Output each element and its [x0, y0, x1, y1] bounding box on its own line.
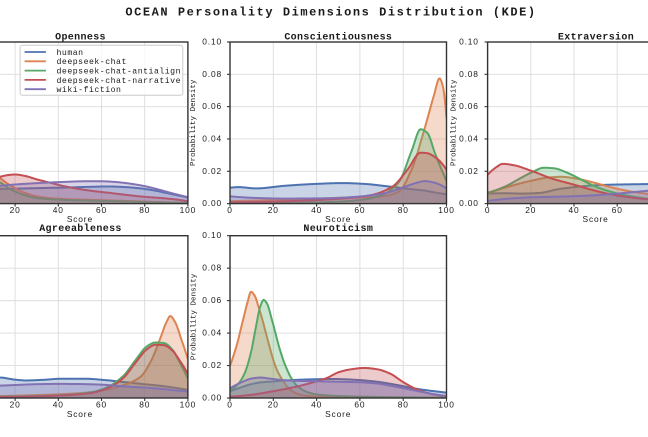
svg-text:0: 0 — [227, 400, 233, 410]
svg-text:0.10: 0.10 — [202, 230, 222, 240]
svg-text:20: 20 — [10, 205, 21, 215]
svg-text:0.06: 0.06 — [459, 101, 479, 111]
svg-text:0: 0 — [485, 205, 491, 215]
svg-text:0.08: 0.08 — [202, 69, 222, 79]
svg-text:60: 60 — [96, 205, 107, 215]
svg-text:Agreeableness: Agreeableness — [39, 223, 122, 235]
svg-text:80: 80 — [398, 400, 409, 410]
svg-text:40: 40 — [568, 205, 579, 215]
svg-text:Probability Density: Probability Density — [191, 273, 199, 360]
svg-text:deepseek-chat: deepseek-chat — [57, 57, 127, 67]
svg-text:0.04: 0.04 — [459, 133, 479, 143]
svg-text:0.02: 0.02 — [202, 166, 222, 176]
svg-text:Probability Density: Probability Density — [451, 79, 459, 166]
svg-text:Score: Score — [325, 214, 351, 224]
svg-text:40: 40 — [53, 400, 64, 410]
svg-text:Score: Score — [67, 409, 93, 419]
svg-text:Score: Score — [67, 214, 93, 224]
svg-text:0.10: 0.10 — [459, 37, 479, 47]
svg-text:0.06: 0.06 — [202, 101, 222, 111]
svg-text:Neuroticism: Neuroticism — [303, 223, 373, 235]
svg-text:deepseek-chat-antialign: deepseek-chat-antialign — [57, 67, 182, 77]
svg-text:60: 60 — [354, 205, 365, 215]
svg-text:60: 60 — [612, 205, 623, 215]
svg-text:40: 40 — [311, 205, 322, 215]
svg-text:40: 40 — [311, 400, 322, 410]
svg-text:wiki-fiction: wiki-fiction — [57, 85, 122, 95]
svg-text:0.00: 0.00 — [459, 198, 479, 208]
svg-text:100: 100 — [438, 400, 455, 410]
svg-text:0.00: 0.00 — [202, 198, 222, 208]
svg-text:0.08: 0.08 — [459, 69, 479, 79]
svg-text:0.04: 0.04 — [202, 133, 222, 143]
svg-text:Score: Score — [583, 214, 609, 224]
svg-text:60: 60 — [96, 400, 107, 410]
svg-text:0.02: 0.02 — [459, 166, 479, 176]
svg-text:0.10: 0.10 — [202, 37, 222, 47]
svg-text:0.02: 0.02 — [202, 360, 222, 370]
svg-text:OCEAN Personality Dimensions D: OCEAN Personality Dimensions Distributio… — [125, 5, 536, 19]
svg-text:0.08: 0.08 — [202, 263, 222, 273]
svg-text:Conscientiousness: Conscientiousness — [284, 31, 392, 43]
svg-text:60: 60 — [354, 400, 365, 410]
svg-text:Extraversion: Extraversion — [558, 31, 634, 43]
svg-text:80: 80 — [139, 205, 150, 215]
svg-text:40: 40 — [53, 205, 64, 215]
svg-text:80: 80 — [398, 205, 409, 215]
svg-text:Score: Score — [325, 409, 351, 419]
svg-text:0.04: 0.04 — [202, 328, 222, 338]
svg-text:100: 100 — [438, 205, 455, 215]
svg-text:Openness: Openness — [55, 32, 106, 43]
svg-text:20: 20 — [525, 205, 536, 215]
svg-text:Probability Density: Probability Density — [190, 79, 198, 166]
svg-text:20: 20 — [268, 400, 279, 410]
svg-text:human: human — [57, 48, 84, 58]
svg-text:0.00: 0.00 — [202, 393, 222, 403]
svg-text:100: 100 — [180, 205, 197, 215]
svg-text:20: 20 — [10, 400, 21, 410]
svg-text:20: 20 — [268, 205, 279, 215]
svg-text:0.06: 0.06 — [202, 295, 222, 305]
svg-text:deepseek-chat-narrative: deepseek-chat-narrative — [57, 76, 182, 86]
svg-text:100: 100 — [180, 400, 197, 410]
svg-text:80: 80 — [139, 400, 150, 410]
svg-text:0: 0 — [227, 205, 233, 215]
